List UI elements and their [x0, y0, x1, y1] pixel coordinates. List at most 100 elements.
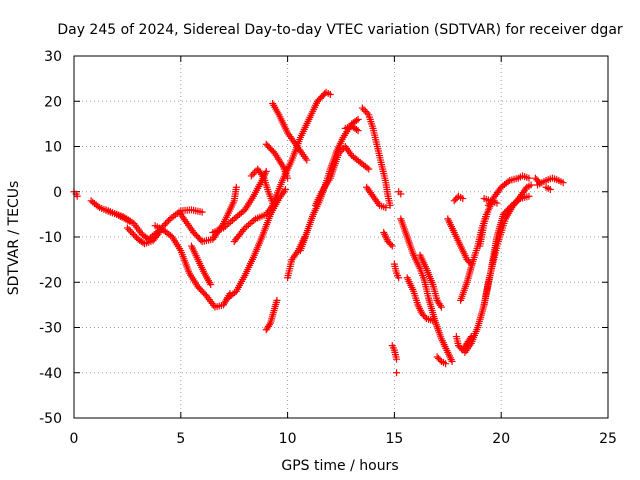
data-point-marker [354, 127, 362, 135]
series-track-29 [433, 353, 450, 368]
series-track-36 [480, 181, 535, 309]
data-point-marker [358, 104, 366, 112]
data-point-marker [207, 281, 215, 289]
data-point-marker [393, 369, 401, 377]
data-point-marker [354, 115, 362, 123]
data-point-marker [363, 164, 371, 172]
data-point-marker [360, 106, 368, 114]
series-track-32 [457, 210, 490, 304]
data-point-marker [559, 179, 567, 187]
series-track-14 [262, 140, 292, 182]
data-point-marker [525, 192, 533, 200]
data-point-marker [273, 296, 281, 304]
data-point-marker [198, 208, 206, 216]
y-tick-label: 0 [53, 185, 62, 201]
series-track-23 [388, 342, 401, 363]
data-point-marker [448, 357, 456, 365]
data-point-marker [281, 185, 289, 193]
data-point-marker [154, 230, 162, 238]
data-point-marker [126, 227, 134, 235]
data-point-marker [388, 242, 396, 250]
series-track-38 [480, 195, 501, 207]
plot-border [73, 55, 609, 419]
series-track-20 [363, 183, 390, 212]
data-point-marker [336, 148, 344, 156]
data-point-marker [436, 301, 444, 309]
data-point-marker [504, 178, 512, 186]
data-point-marker [335, 149, 343, 157]
data-point-marker [352, 126, 360, 134]
data-point-marker [128, 229, 136, 237]
data-point-marker [437, 303, 445, 311]
data-point-marker [493, 199, 501, 207]
x-tick-label: 10 [279, 431, 297, 447]
data-point-marker [197, 236, 205, 244]
data-point-marker [126, 217, 134, 225]
data-point-marker [386, 201, 394, 209]
series-track-13 [269, 100, 311, 164]
y-tick-labels: -50 -40 -30 -20 -10 0 10 20 30 [39, 49, 62, 427]
series-track-40 [531, 174, 544, 187]
series-track-31 [452, 333, 475, 354]
data-point-marker [162, 220, 170, 228]
series-track-27 [403, 274, 437, 325]
series-track-24 [393, 369, 401, 377]
data-point-marker [534, 177, 542, 185]
x-tick-labels: 0 5 10 15 20 25 [70, 431, 617, 447]
data-point-marker [352, 116, 360, 124]
data-point-marker [131, 232, 139, 240]
series-track-22 [390, 260, 403, 282]
x-tick-label: 5 [176, 431, 185, 447]
series-track-28 [416, 251, 445, 311]
y-tick-label: -20 [39, 275, 62, 291]
series-track-12 [262, 296, 281, 334]
series-track-04 [102, 206, 134, 225]
x-tick-label: 15 [385, 431, 403, 447]
series-track-18 [341, 122, 362, 135]
series-track-17 [311, 143, 373, 209]
series-track-26 [397, 215, 456, 365]
series-track-08 [209, 167, 270, 236]
data-point-marker [365, 165, 373, 173]
data-point-marker [397, 190, 405, 198]
data-point-marker [249, 170, 257, 178]
data-point-marker [536, 179, 544, 187]
series-track-06 [177, 183, 240, 246]
data-point-marker [303, 156, 311, 164]
y-tick-label: 20 [44, 94, 62, 110]
data-points [70, 88, 567, 377]
grid-lines [74, 56, 608, 418]
data-point-marker [240, 226, 248, 234]
x-axis-title: GPS time / hours [281, 458, 398, 474]
data-point-marker [130, 230, 138, 238]
data-point-marker [165, 217, 173, 225]
data-point-marker [429, 317, 437, 325]
data-point-marker [527, 181, 535, 189]
y-tick-label: -40 [39, 366, 62, 382]
data-point-marker [123, 224, 131, 232]
data-point-marker [284, 174, 292, 182]
y-axis-title: SDTVAR / TECUs [6, 181, 22, 296]
series-track-03 [123, 224, 163, 248]
series-track-09 [224, 185, 289, 302]
data-point-marker [232, 183, 240, 191]
data-point-marker [393, 355, 401, 363]
data-point-marker [363, 109, 371, 117]
data-point-marker [436, 356, 444, 364]
series-track-07 [187, 242, 215, 289]
data-point-marker [125, 226, 133, 234]
data-point-marker [395, 274, 403, 282]
data-point-marker [546, 185, 554, 193]
data-point-marker [262, 167, 270, 175]
chart-title: Day 245 of 2024, Sidereal Day-to-day VTE… [57, 22, 623, 38]
data-point-marker [362, 107, 370, 115]
series-track-37 [450, 192, 467, 205]
data-point-marker [387, 241, 395, 249]
data-point-marker [247, 172, 255, 180]
data-point-marker [265, 321, 273, 329]
data-point-marker [73, 192, 81, 200]
y-tick-label: 30 [44, 49, 62, 65]
x-tick-label: 20 [492, 431, 510, 447]
